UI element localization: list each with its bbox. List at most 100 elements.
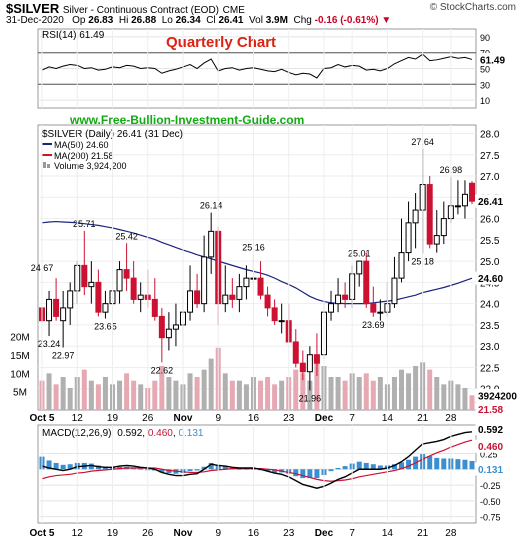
x-tick-label: 21 — [417, 413, 429, 424]
rsi-tick-label: 10 — [480, 96, 490, 106]
volume-bar — [413, 366, 419, 410]
macd-histogram-bar — [88, 463, 94, 470]
volume-bar — [194, 377, 200, 410]
volume-bar — [427, 369, 433, 410]
candle — [370, 303, 377, 313]
price-tick-label: 24.0 — [480, 300, 500, 311]
price-annotation: 22.97 — [52, 350, 75, 360]
x-tick-label: 28 — [445, 528, 457, 539]
candle — [46, 298, 53, 322]
rsi-tick-label: 30 — [480, 80, 490, 90]
macd-histogram-bar — [356, 461, 362, 470]
ma50-value-label-bg — [475, 271, 511, 285]
x-tick-label: 14 — [382, 413, 394, 424]
x-tick-label: Dec — [315, 528, 334, 539]
volume-bar — [328, 377, 334, 410]
volume-bar — [46, 373, 52, 410]
macd-histogram-bar — [166, 469, 172, 474]
candle — [398, 252, 405, 279]
candle — [412, 209, 419, 224]
candle — [440, 218, 447, 237]
candle — [356, 260, 363, 275]
macd-tick-label: -0.75 — [480, 513, 501, 523]
macd-histogram-bar — [222, 466, 228, 470]
volume-bar — [399, 369, 405, 410]
price-annotation: 26.14 — [200, 201, 223, 211]
candle — [165, 328, 172, 339]
price-annotation: 25.01 — [348, 249, 371, 259]
candle — [187, 290, 194, 313]
volume-bar — [81, 369, 87, 410]
rsi-tick-label: 90 — [480, 33, 490, 43]
volume-bar — [391, 377, 397, 410]
macd-histogram-bar — [342, 466, 348, 470]
volume-bar — [60, 377, 66, 410]
volume-bar — [67, 388, 73, 410]
volume-bar — [363, 373, 369, 410]
x-tick-label: 7 — [349, 413, 355, 424]
price-tick-label: 27.0 — [480, 172, 500, 183]
price-annotation: 23.69 — [362, 320, 385, 330]
candle — [264, 294, 271, 309]
candle — [391, 277, 398, 305]
candle — [469, 182, 475, 202]
volume-bar — [300, 373, 306, 410]
macd-legend-name: MACD(12,26,9) — [42, 428, 111, 439]
macd-histogram-bar — [335, 467, 341, 470]
volume-bar — [293, 369, 299, 410]
macd-tick-label: 0.25 — [480, 449, 498, 459]
signal-value-label: 0.460 — [478, 442, 503, 453]
candle — [201, 256, 208, 305]
macd-histogram-bar — [328, 469, 334, 472]
open-value: 26.83 — [88, 15, 114, 26]
volume-tick-label: 15M — [10, 351, 29, 362]
price-annotation: 22.62 — [151, 365, 174, 375]
high-label: Hi — [118, 15, 129, 26]
ma50-line — [41, 220, 473, 305]
macd-histogram-bar — [307, 469, 313, 479]
candle — [335, 294, 342, 305]
volume-bar — [356, 377, 362, 410]
macd-histogram-bar — [441, 458, 447, 470]
volume-bar — [434, 377, 440, 410]
x-tick-label: 28 — [445, 413, 457, 424]
candle — [222, 294, 229, 305]
price-annotation: 23.65 — [94, 322, 117, 332]
candle — [137, 294, 144, 300]
volume-bar — [152, 380, 158, 410]
candle — [271, 307, 278, 322]
volume-bar — [265, 377, 271, 410]
macd-histogram-bar — [300, 469, 306, 479]
rsi-value-label: 61.49 — [480, 55, 505, 66]
instrument-description: Silver - Continuous Contract (EOD) — [62, 5, 220, 16]
candle — [461, 193, 468, 207]
candle — [95, 281, 102, 313]
candle — [130, 277, 137, 300]
price-annotation: 25.71 — [73, 219, 96, 229]
candle — [328, 303, 335, 313]
volume-bar — [173, 380, 179, 410]
x-tick-label: Nov — [174, 413, 193, 424]
x-tick-label: 26 — [142, 413, 154, 424]
low-label: Lo — [161, 15, 173, 26]
signal-value-label-bg — [475, 439, 511, 453]
candle — [292, 341, 299, 364]
macd-histogram-bar — [455, 459, 461, 470]
candle — [257, 277, 264, 296]
x-tick-label: 14 — [382, 528, 394, 539]
histogram-value-label-bg — [475, 462, 511, 476]
volume-tick-label: 20M — [10, 333, 29, 344]
volume-bar — [102, 377, 108, 410]
volume-bar — [124, 373, 130, 410]
last-price-label-bg — [475, 194, 511, 208]
exchange: CME — [222, 5, 245, 16]
price-tick-label: 25.5 — [480, 236, 500, 247]
volume-bar — [243, 384, 249, 410]
candle — [102, 303, 109, 313]
macd-histogram-bar — [406, 459, 412, 470]
ma200-value-label-bg — [475, 402, 511, 416]
change-value: -0.16 (-0.61%) — [314, 15, 379, 26]
macd-tick-label: -0.50 — [480, 497, 501, 507]
candle — [405, 222, 412, 254]
candle — [194, 290, 201, 305]
